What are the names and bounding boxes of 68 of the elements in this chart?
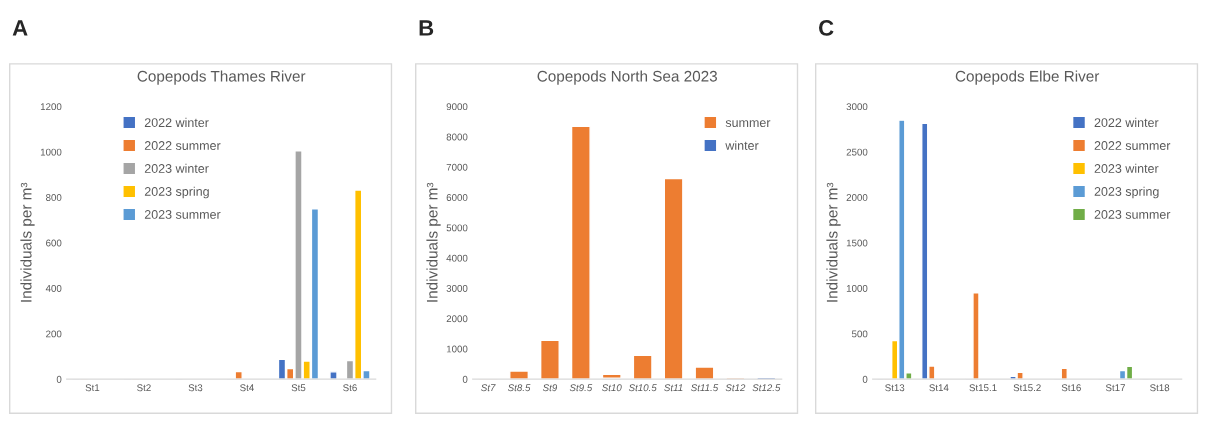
y-tick-label: 1000 bbox=[40, 148, 62, 156]
legend-label: 2023 winter bbox=[1094, 163, 1159, 173]
x-tick-label: St5 bbox=[291, 384, 306, 392]
x-tick-label: St16 bbox=[1061, 384, 1081, 392]
y-axis-title: Individuals per m³ bbox=[20, 182, 35, 302]
legend-label: 2022 summer bbox=[144, 141, 221, 150]
chart-title: Copepods North Sea 2023 bbox=[537, 70, 717, 85]
y-tick-label: 2500 bbox=[846, 148, 868, 156]
y-tick-label: 9000 bbox=[446, 103, 468, 111]
legend-label: 2022 winter bbox=[1094, 117, 1159, 127]
chart-title: Copepods Thames River bbox=[137, 70, 306, 85]
x-tick-label: St14 bbox=[929, 384, 949, 392]
y-tick-label: 5000 bbox=[446, 224, 468, 232]
x-tick-label: St9.5 bbox=[569, 384, 593, 392]
x-tick-label: St1 bbox=[85, 384, 100, 392]
legend-label: 2022 winter bbox=[144, 117, 209, 127]
y-tick-label: 1500 bbox=[846, 239, 868, 247]
text: B bbox=[419, 20, 434, 36]
y-tick-label: 400 bbox=[45, 284, 62, 292]
legend-label: 2023 summer bbox=[144, 210, 221, 219]
y-tick-label: 1200 bbox=[40, 103, 62, 111]
x-tick-label: St15.1 bbox=[969, 384, 997, 392]
x-tick-label: St10 bbox=[602, 384, 622, 392]
y-tick-label: 1000 bbox=[846, 284, 868, 292]
chart-title: Copepods Elbe River bbox=[955, 70, 1100, 85]
text: C bbox=[819, 20, 834, 36]
legend-label: 2022 summer bbox=[1094, 141, 1171, 150]
y-tick-label: 600 bbox=[46, 239, 62, 247]
y-tick-label: 500 bbox=[851, 330, 868, 338]
y-tick-label: 6000 bbox=[446, 194, 468, 201]
y-tick-label: 0 bbox=[56, 375, 62, 383]
y-axis-title: Individuals per m³ bbox=[826, 182, 841, 302]
x-tick-label: St11.5 bbox=[691, 384, 719, 392]
x-tick-label: St9 bbox=[542, 384, 558, 392]
text: A bbox=[12, 20, 28, 36]
x-tick-label: St18 bbox=[1150, 384, 1170, 392]
x-tick-label: St4 bbox=[240, 384, 254, 392]
x-tick-label: St11 bbox=[664, 384, 683, 392]
x-tick-label: St15.2 bbox=[1013, 384, 1041, 392]
legend-label: 2023 spring bbox=[144, 186, 209, 199]
x-tick-label: St10.5 bbox=[628, 384, 657, 392]
y-tick-label: 8000 bbox=[446, 133, 468, 141]
y-tick-label: 7000 bbox=[446, 163, 468, 171]
y-axis-title: Individuals per m³ bbox=[426, 182, 441, 302]
y-tick-label: 3000 bbox=[846, 103, 868, 111]
x-tick-label: St6 bbox=[343, 384, 357, 392]
y-tick-label: 0 bbox=[862, 375, 868, 383]
y-tick-label: 2000 bbox=[846, 194, 868, 201]
legend-label: summer bbox=[725, 120, 771, 127]
x-tick-label: St8.5 bbox=[507, 384, 531, 392]
y-tick-label: 4000 bbox=[446, 254, 468, 262]
y-tick-label: 1000 bbox=[446, 345, 468, 353]
y-tick-label: 800 bbox=[46, 194, 62, 201]
legend-label: 2023 winter bbox=[144, 163, 209, 173]
y-tick-label: 0 bbox=[462, 375, 468, 383]
y-tick-label: 3000 bbox=[446, 284, 468, 292]
x-tick-label: St2 bbox=[137, 384, 151, 392]
x-tick-label: St17 bbox=[1105, 384, 1125, 392]
legend-label: winter bbox=[725, 140, 759, 150]
x-tick-label: St12.5 bbox=[752, 384, 781, 392]
y-tick-label: 200 bbox=[46, 330, 62, 338]
x-tick-label: St13 bbox=[885, 384, 905, 392]
legend-label: 2023 spring bbox=[1094, 186, 1159, 199]
x-tick-label: St12 bbox=[725, 384, 746, 392]
legend-label: 2023 summer bbox=[1094, 210, 1171, 219]
x-tick-label: St7 bbox=[481, 384, 496, 392]
y-tick-label: 2000 bbox=[446, 315, 468, 323]
x-tick-label: St3 bbox=[188, 384, 203, 392]
